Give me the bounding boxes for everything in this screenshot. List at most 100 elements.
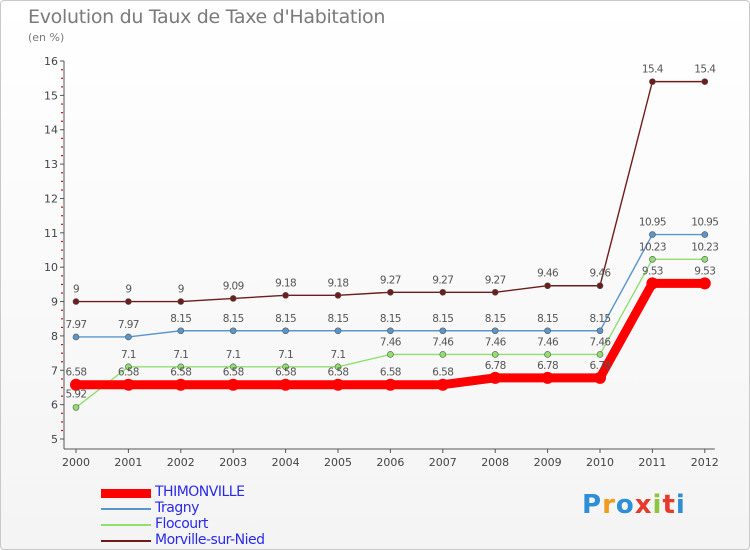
legend-label: Tragny (155, 500, 199, 516)
data-point-thimonville (279, 378, 292, 391)
data-point-flocourt (701, 255, 709, 263)
data-point-tragny (544, 327, 551, 335)
data-point-thimonville (122, 378, 135, 391)
data-label-thimonville: 6.58 (223, 367, 244, 379)
data-label-thimonville: 9.53 (642, 265, 663, 277)
data-label-flocourt: 7.46 (432, 336, 454, 348)
x-tick-label: 2007 (429, 456, 457, 469)
y-minor-tick (61, 137, 63, 140)
data-label-morville-sur-nied: 9 (73, 284, 79, 296)
y-tick-label: 8 (51, 330, 58, 343)
y-minor-tick (61, 103, 63, 105)
data-point-tragny (596, 327, 604, 335)
y-minor-tick (61, 112, 63, 114)
y-minor-tick (61, 309, 63, 311)
data-point-morville-sur-nied (387, 288, 394, 296)
x-tick-label: 2000 (62, 456, 90, 469)
data-label-tragny: 7.97 (118, 319, 139, 331)
y-minor-tick (61, 283, 63, 286)
data-label-tragny: 8.15 (380, 313, 401, 325)
y-minor-tick (61, 206, 63, 208)
data-label-flocourt: 7.46 (590, 336, 612, 348)
data-point-morville-sur-nied (125, 298, 132, 305)
data-label-tragny: 8.15 (432, 313, 453, 325)
y-tick-label: 14 (44, 124, 58, 137)
y-minor-tick (61, 326, 63, 329)
data-point-morville-sur-nied (491, 288, 499, 296)
data-point-thimonville (436, 378, 449, 391)
y-minor-tick (61, 258, 63, 260)
x-tick-label: 2002 (167, 456, 195, 469)
data-point-thimonville (384, 378, 397, 391)
y-minor-tick (61, 421, 63, 423)
x-tick-label: 2001 (114, 456, 142, 469)
data-label-thimonville: 6.78 (590, 360, 611, 372)
data-point-tragny (125, 333, 132, 341)
data-label-tragny: 8.15 (537, 313, 558, 325)
logo-letter: t (662, 490, 676, 520)
y-minor-tick (61, 223, 63, 225)
data-point-tragny (177, 327, 185, 335)
logo-letter: x (634, 490, 653, 520)
legend-swatch (101, 540, 151, 542)
data-label-morville-sur-nied: 9.09 (223, 280, 244, 292)
y-minor-tick (61, 69, 63, 71)
legend-swatch (101, 524, 151, 526)
data-point-thimonville (174, 378, 187, 391)
data-point-tragny (491, 327, 499, 335)
data-label-tragny: 8.15 (328, 313, 349, 325)
data-point-flocourt (334, 363, 342, 371)
x-tick-label: 2012 (691, 456, 719, 469)
data-label-flocourt: 5.92 (66, 388, 87, 400)
legend-swatch (101, 489, 151, 498)
y-minor-tick (61, 361, 63, 363)
data-label-thimonville: 6.58 (170, 367, 191, 379)
logo-letter: i (675, 490, 686, 520)
data-label-flocourt: 10.23 (639, 241, 666, 253)
y-minor-tick (61, 275, 63, 277)
data-point-tragny (387, 327, 394, 335)
y-minor-tick (61, 172, 63, 174)
data-label-tragny: 8.15 (223, 313, 244, 325)
data-label-thimonville: 6.78 (485, 360, 506, 372)
data-label-flocourt: 7.1 (121, 349, 136, 361)
data-point-thimonville (541, 371, 554, 384)
y-tick-label: 7 (51, 364, 58, 377)
data-label-tragny: 7.97 (66, 319, 87, 331)
data-point-flocourt (544, 351, 551, 358)
x-tick-label: 2003 (219, 456, 247, 469)
data-point-tragny (649, 231, 656, 238)
x-tick-label: 2005 (324, 456, 352, 469)
y-minor-tick (61, 344, 63, 346)
data-label-morville-sur-nied: 9.27 (485, 274, 506, 286)
data-point-tragny (72, 333, 80, 341)
legend-swatch (101, 508, 151, 510)
data-label-flocourt: 7.46 (537, 336, 559, 348)
data-label-thimonville: 6.78 (537, 360, 558, 372)
data-label-morville-sur-nied: 9.27 (432, 274, 453, 286)
data-label-morville-sur-nied: 9.46 (537, 268, 559, 280)
chart-unit-label: (en %) (28, 31, 65, 44)
y-minor-tick (61, 240, 63, 243)
data-label-flocourt: 10.23 (691, 241, 718, 253)
x-tick-label: 2011 (638, 456, 666, 469)
data-point-thimonville (489, 371, 502, 384)
y-tick-label: 13 (44, 158, 58, 171)
y-minor-tick (61, 292, 63, 294)
data-label-tragny: 10.95 (691, 217, 718, 229)
data-point-flocourt (72, 404, 80, 411)
data-point-tragny (282, 327, 289, 335)
y-minor-tick (61, 86, 63, 88)
data-label-tragny: 8.15 (590, 313, 611, 325)
y-minor-tick (61, 180, 63, 182)
logo-letter: o (615, 490, 635, 520)
data-point-flocourt (596, 351, 604, 358)
y-minor-tick (61, 77, 63, 79)
logo-letter: r (602, 490, 616, 520)
data-point-flocourt (125, 363, 132, 371)
y-minor-tick (61, 215, 63, 217)
data-point-morville-sur-nied (229, 295, 237, 302)
logo-letter: i (652, 490, 663, 520)
y-minor-tick (61, 189, 63, 191)
y-minor-tick (61, 120, 63, 122)
